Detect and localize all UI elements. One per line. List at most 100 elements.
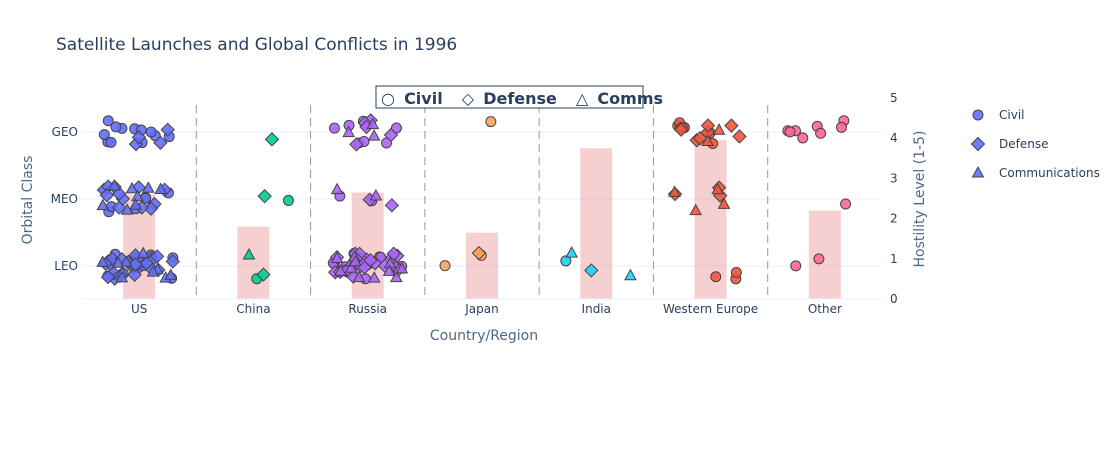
civil-key-glyph: ○ (381, 89, 395, 108)
launch-point-defense (700, 118, 716, 133)
comms-key-label: Comms (597, 89, 663, 108)
launch-point-communications (334, 264, 347, 276)
launch-point-defense (692, 131, 708, 146)
launch-point-communications (342, 125, 356, 138)
x-tick-china: China (236, 302, 270, 316)
launch-point-communications (129, 198, 142, 210)
launch-point-civil (710, 271, 722, 283)
launch-point-communications (242, 247, 256, 260)
launch-point-civil (815, 127, 827, 139)
launch-point-communications (131, 189, 144, 202)
launch-point-civil (784, 126, 796, 138)
launch-point-defense (100, 269, 116, 285)
launch-point-communications (711, 182, 724, 195)
comms-key-glyph: △ (576, 89, 589, 108)
launch-point-defense (111, 200, 127, 215)
legend-item-defense[interactable]: Defense (970, 136, 1049, 152)
x-tick-russia: Russia (348, 302, 387, 316)
launch-point-civil (835, 121, 847, 133)
launch-point-communications (330, 182, 344, 195)
launch-point-defense (165, 254, 181, 269)
y-tick-leo: LEO (54, 259, 78, 273)
launch-point-communications (96, 255, 110, 267)
gridlines (82, 131, 882, 267)
launch-point-defense (363, 253, 378, 268)
hostility-bar-china (237, 226, 270, 299)
launch-point-defense (99, 188, 115, 203)
launch-point-defense (256, 267, 271, 282)
x-tick-labels: US China Russia Japan India Western Europe Oth… (131, 302, 842, 316)
launch-point-defense (264, 132, 280, 147)
symbol-key-box (375, 85, 644, 109)
launch-point-defense (471, 245, 487, 261)
launch-point-communications (119, 255, 133, 267)
category-separators (195, 105, 769, 299)
launch-point-civil (110, 121, 122, 133)
symbol-key-annotation: ○ Civil ◇ Defense △ Comms (375, 85, 663, 109)
launch-point-civil (840, 198, 852, 210)
hostility-bar-western-europe (694, 140, 727, 299)
launch-point-communications (367, 271, 381, 283)
launch-point-civil (328, 122, 340, 134)
legend-label-defense: Defense (999, 137, 1048, 151)
y2-tick-label: 4 (890, 131, 898, 145)
y2-tick-labels: 0 1 2 3 4 5 (890, 91, 898, 306)
launch-point-communications (107, 178, 121, 191)
launch-point-communications (366, 117, 380, 130)
launch-point-civil (439, 260, 451, 272)
launch-point-civil (560, 255, 572, 267)
x-tick-other: Other (808, 302, 842, 316)
launch-point-defense (131, 130, 147, 145)
launch-point-communications (136, 246, 150, 259)
launch-point-civil (797, 132, 809, 144)
launch-point-defense (128, 257, 143, 272)
legend-marker-defense (970, 136, 986, 152)
launch-point-communications (382, 264, 396, 276)
launch-point-civil (381, 137, 393, 149)
legend-marker-communications (971, 165, 985, 178)
launch-point-communications (395, 261, 409, 274)
launch-point-civil (485, 116, 497, 128)
launch-point-defense (584, 263, 599, 278)
launch-point-communications (389, 270, 403, 283)
launch-point-civil (390, 122, 402, 134)
launch-point-communications (369, 188, 383, 201)
launch-point-communications (330, 251, 344, 263)
launch-point-communications (689, 203, 703, 216)
legend-item-civil[interactable]: Civil (972, 108, 1024, 122)
launch-point-communications (115, 270, 129, 283)
launch-point-defense (383, 127, 399, 143)
legend-marker-civil (972, 109, 984, 121)
launch-point-communications (344, 261, 358, 273)
launch-point-civil (105, 136, 117, 148)
launch-point-communications (349, 254, 362, 267)
legend-label-civil: Civil (999, 108, 1024, 122)
x-tick-western-europe: Western Europe (663, 302, 758, 316)
legend-label-communications: Communications (999, 166, 1100, 180)
launch-point-defense (257, 188, 272, 204)
launch-point-civil (98, 129, 110, 141)
y2-tick-label: 5 (890, 91, 898, 105)
hostility-bar-japan (466, 232, 498, 299)
launch-point-defense (724, 118, 739, 133)
y-tick-geo: GEO (52, 125, 78, 139)
launch-point-communications (701, 134, 714, 147)
legend-item-communications[interactable]: Communications (971, 165, 1100, 180)
launch-point-communications (565, 246, 579, 258)
launch-point-civil (813, 253, 825, 265)
y2-tick-label: 0 (890, 292, 898, 306)
launch-point-defense (673, 122, 689, 137)
chart-title: Satellite Launches and Global Conflicts … (56, 35, 457, 55)
launch-point-communications (668, 185, 681, 197)
hostility-bar-other (808, 210, 841, 299)
launch-point-defense (127, 267, 142, 283)
launch-point-communications (624, 268, 637, 281)
y2-tick-label: 3 (890, 171, 898, 185)
launch-point-civil (145, 126, 157, 138)
launch-point-communications (120, 203, 134, 215)
defense-key-glyph: ◇ (462, 89, 475, 108)
launch-point-defense (386, 246, 401, 261)
symbol-key-text: ○ Civil ◇ Defense △ Comms (381, 89, 663, 108)
x-tick-india: India (582, 302, 611, 316)
